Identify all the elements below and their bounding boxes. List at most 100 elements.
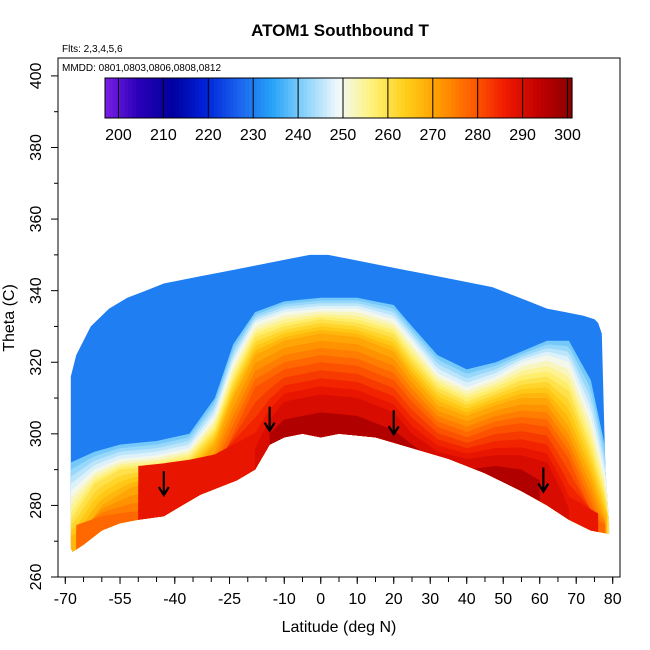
colorbar-segment bbox=[478, 78, 484, 118]
colorbar-segment bbox=[190, 78, 196, 118]
colorbar-segment bbox=[568, 78, 573, 118]
colorbar-segment bbox=[299, 78, 305, 118]
colorbar-segment bbox=[237, 78, 242, 118]
data-field bbox=[70, 254, 610, 552]
x-tick-label: 40 bbox=[458, 591, 476, 608]
colorbar-segment bbox=[198, 78, 203, 118]
colorbar-segment bbox=[354, 78, 359, 118]
x-tick-label: -25 bbox=[218, 591, 241, 608]
colorbar-segment bbox=[167, 78, 172, 118]
colorbar-segment bbox=[350, 78, 355, 118]
colorbar-segment bbox=[536, 78, 542, 118]
colorbar-segment bbox=[136, 78, 141, 118]
colorbar-segment bbox=[509, 78, 515, 118]
x-tick-label: -70 bbox=[54, 591, 77, 608]
colorbar-segment bbox=[451, 78, 456, 118]
colorbar-segment bbox=[132, 78, 137, 118]
colorbar-segment bbox=[389, 78, 394, 118]
colorbar-tick-label: 200 bbox=[105, 127, 132, 144]
colorbar-segment bbox=[447, 78, 452, 118]
colorbar-segment bbox=[521, 78, 526, 118]
colorbar-segment bbox=[424, 78, 429, 118]
colorbar-segment bbox=[213, 78, 219, 118]
colorbar-segment bbox=[501, 78, 507, 118]
colorbar-segment bbox=[326, 78, 332, 118]
colorbar-segment bbox=[486, 78, 491, 118]
colorbar-segment bbox=[233, 78, 238, 118]
x-axis: -70 -55 -40 -25 -10 0 10 20 30 40 50 60 70 80 bbox=[54, 577, 622, 608]
colorbar-segment bbox=[322, 78, 328, 118]
colorbar-segment bbox=[420, 78, 425, 118]
arrow-marker bbox=[157, 471, 170, 498]
colorbar-segment bbox=[268, 78, 273, 118]
colorbar-segment bbox=[225, 78, 231, 118]
colorbar-segment bbox=[159, 78, 164, 118]
colorbar-segment bbox=[564, 78, 569, 118]
x-tick-label: 70 bbox=[567, 591, 585, 608]
colorbar-segment bbox=[319, 78, 324, 118]
colorbar-segment bbox=[241, 78, 246, 118]
colorbar-segment bbox=[556, 78, 561, 118]
colorbar-segment bbox=[194, 78, 199, 118]
colorbar-segment bbox=[459, 78, 464, 118]
colorbar-segment bbox=[155, 78, 161, 118]
x-tick-label: 50 bbox=[494, 591, 512, 608]
x-tick-label: 20 bbox=[385, 591, 403, 608]
colorbar-tick-label: 210 bbox=[150, 127, 177, 144]
colorbar-segment bbox=[470, 78, 476, 118]
arrow-marker bbox=[537, 467, 550, 494]
colorbar-segment bbox=[431, 78, 437, 118]
colorbar-segment bbox=[463, 78, 468, 118]
colorbar-tick-label: 270 bbox=[419, 127, 446, 144]
colorbar-segment bbox=[221, 78, 227, 118]
y-tick-label: 340 bbox=[28, 277, 45, 304]
colorbar-segment bbox=[171, 78, 176, 118]
colorbar-segment bbox=[260, 78, 266, 118]
colorbar-segment bbox=[330, 78, 336, 118]
colorbar-segment bbox=[392, 78, 398, 118]
colorbar-segment bbox=[490, 78, 495, 118]
colorbar-tick-label: 290 bbox=[509, 127, 536, 144]
colorbar-segment bbox=[400, 78, 406, 118]
colorbar-segment bbox=[280, 78, 285, 118]
colorbar-segment bbox=[108, 78, 114, 118]
colorbar-segment bbox=[182, 78, 188, 118]
colorbar-segment bbox=[147, 78, 153, 118]
colorbar-segment bbox=[494, 78, 499, 118]
colorbar-segment bbox=[128, 78, 133, 118]
y-tick-label: 400 bbox=[28, 62, 45, 89]
colorbar-segment bbox=[548, 78, 554, 118]
colorbar-segment bbox=[525, 78, 530, 118]
colorbar-segment bbox=[264, 78, 270, 118]
colorbar-segment bbox=[124, 78, 129, 118]
colorbar-segment bbox=[505, 78, 511, 118]
arrow-marker bbox=[387, 410, 400, 437]
colorbar-segment bbox=[396, 78, 402, 118]
dates-note: MMDD: 0801,0803,0806,0808,0812 bbox=[62, 63, 221, 74]
colorbar-segment bbox=[120, 78, 126, 118]
x-axis-label: Latitude (deg N) bbox=[282, 619, 397, 636]
flights-note: Flts: 2,3,4,5,6 bbox=[62, 44, 123, 55]
x-tick-label: 10 bbox=[348, 591, 366, 608]
colorbar-segment bbox=[365, 78, 371, 118]
colorbar-tick-label: 280 bbox=[464, 127, 491, 144]
y-tick-label: 320 bbox=[28, 349, 45, 376]
colorbar-tick-label: 240 bbox=[285, 127, 312, 144]
chart-title: ATOM1 Southbound T bbox=[251, 21, 429, 40]
colorbar-segment bbox=[105, 78, 110, 118]
colorbar-segment bbox=[443, 78, 449, 118]
x-tick-label: 0 bbox=[316, 591, 325, 608]
arrow-markers bbox=[157, 406, 550, 498]
colorbar-segment bbox=[377, 78, 382, 118]
colorbar-segment bbox=[307, 78, 312, 118]
x-tick-label: -40 bbox=[163, 591, 186, 608]
colorbar-segment bbox=[178, 78, 184, 118]
x-tick-label: 30 bbox=[421, 591, 439, 608]
colorbar-segment bbox=[287, 78, 293, 118]
arrow-marker bbox=[263, 406, 276, 433]
colorbar-tick-label: 230 bbox=[240, 127, 267, 144]
colorbar-segment bbox=[163, 78, 168, 118]
x-tick-label: 80 bbox=[604, 591, 622, 608]
colorbar-tick-label: 220 bbox=[195, 127, 222, 144]
